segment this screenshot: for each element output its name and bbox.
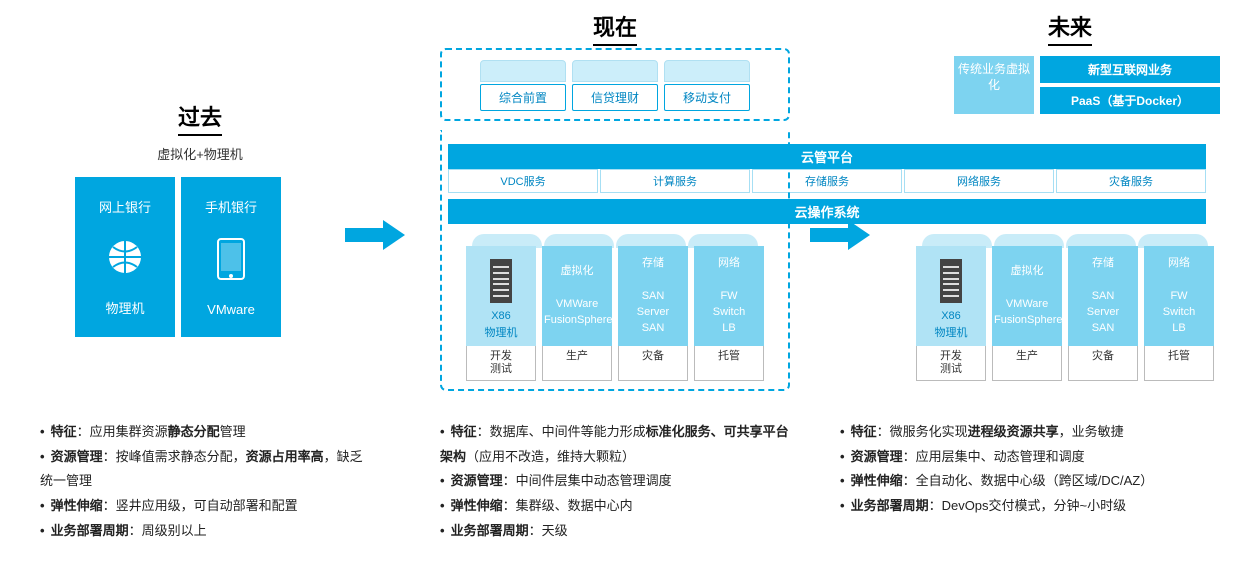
present-foot-row: 开发测试 生产 灾备 托管 — [450, 346, 780, 381]
res-card: 虚拟化 VMWare FusionSphere — [992, 246, 1062, 346]
res-line: SAN — [1070, 321, 1136, 335]
res-line: SAN — [620, 321, 686, 335]
svc: 灾备服务 — [1056, 169, 1206, 193]
server-icon — [490, 259, 512, 303]
top-tab: 移动支付 — [664, 84, 750, 111]
present-column: 现在 — [440, 10, 790, 46]
future-right-stack: 新型互联网业务 PaaS（基于Docker） — [1040, 56, 1220, 114]
tab-head — [664, 60, 750, 82]
phone-icon — [216, 237, 246, 281]
future-foot-row: 开发测试 生产 灾备 托管 — [910, 346, 1220, 381]
res-line: Switch — [696, 305, 762, 319]
top-tab: 综合前置 — [480, 84, 566, 111]
res-head: 虚拟化 — [544, 264, 610, 278]
past-column: 过去 虚拟化+物理机 网上银行 物理机 手机银行 VMware — [75, 100, 325, 337]
res-line: LB — [696, 321, 762, 335]
past-card-online-bank: 网上银行 物理机 — [75, 177, 175, 337]
past-card2-bottom: VMware — [207, 302, 255, 317]
res-card: 存储 SAN Server SAN — [618, 246, 688, 346]
res-foot: 托管 — [1144, 346, 1214, 381]
res-line: SAN — [1070, 289, 1136, 303]
res-foot: 托管 — [694, 346, 764, 381]
past-subtitle: 虚拟化+物理机 — [75, 144, 325, 163]
top-tab: 信贷理财 — [572, 84, 658, 111]
res-head: 网络 — [1146, 256, 1212, 270]
res-foot: 生产 — [992, 346, 1062, 381]
future-top: 传统业务虚拟化 新型互联网业务 PaaS（基于Docker） — [920, 56, 1220, 114]
res-foot: 灾备 — [1068, 346, 1138, 381]
past-card1-bottom: 物理机 — [105, 298, 144, 317]
future-title: 未来 — [1048, 10, 1092, 46]
res-line: FW — [696, 289, 762, 303]
res-line: VMWare — [544, 297, 610, 311]
res-line: X86 — [468, 309, 534, 323]
svc: 网络服务 — [904, 169, 1054, 193]
future-box-internet: 新型互联网业务 — [1040, 56, 1220, 83]
res-line: SAN — [620, 289, 686, 303]
future-res-row: X86 物理机 虚拟化 VMWare FusionSphere 存储 SAN S… — [910, 246, 1220, 346]
present-bullets: 特征：数据库、中间件等能力形成标准化服务、可共享平台架构（应用不改造，维持大颗粒… — [440, 420, 790, 543]
tab-head — [572, 60, 658, 82]
res-line: 物理机 — [918, 326, 984, 340]
past-card1-top: 网上银行 — [99, 197, 151, 216]
present-dashbox-bottom: X86 物理机 虚拟化 VMWare FusionSphere 存储 SAN S… — [440, 130, 790, 391]
res-head: 存储 — [1070, 256, 1136, 270]
future-column: 未来 传统业务虚拟化 新型互联网业务 PaaS（基于Docker） — [920, 10, 1220, 118]
server-icon — [940, 259, 962, 303]
arrow-past-to-present — [345, 220, 405, 250]
res-card: X86 物理机 — [916, 246, 986, 346]
past-card2-top: 手机银行 — [205, 197, 257, 216]
res-card: 网络 FW Switch LB — [694, 246, 764, 346]
globe-icon — [105, 237, 145, 277]
res-line: FusionSphere — [544, 313, 610, 327]
res-line: Server — [620, 305, 686, 319]
res-card: 存储 SAN Server SAN — [1068, 246, 1138, 346]
past-title: 过去 — [178, 100, 222, 136]
present-dashbox: 综合前置 信贷理财 移动支付 — [440, 48, 790, 121]
res-line: Server — [1070, 305, 1136, 319]
present-tab-heads — [450, 60, 780, 82]
future-box-paas: PaaS（基于Docker） — [1040, 87, 1220, 114]
present-res-row: X86 物理机 虚拟化 VMWare FusionSphere 存储 SAN S… — [450, 246, 780, 346]
res-line: VMWare — [994, 297, 1060, 311]
past-cards: 网上银行 物理机 手机银行 VMware — [75, 177, 325, 337]
res-card: 虚拟化 VMWare FusionSphere — [542, 246, 612, 346]
res-line: X86 — [918, 309, 984, 323]
res-head: 网络 — [696, 256, 762, 270]
future-bullets: 特征：微服务化实现进程级资源共享，业务敏捷资源管理：应用层集中、动态管理和调度弹… — [840, 420, 1230, 519]
res-foot: 开发测试 — [466, 346, 536, 381]
res-line: FW — [1146, 289, 1212, 303]
future-res-block: X86 物理机 虚拟化 VMWare FusionSphere 存储 SAN S… — [910, 226, 1220, 381]
tab-head — [480, 60, 566, 82]
res-foot: 灾备 — [618, 346, 688, 381]
res-head: 虚拟化 — [994, 264, 1060, 278]
past-bullets: 特征：应用集群资源静态分配管理资源管理：按峰值需求静态分配，资源占用率高，缺乏统… — [40, 420, 370, 543]
past-card-mobile-bank: 手机银行 VMware — [181, 177, 281, 337]
res-line: FusionSphere — [994, 313, 1060, 327]
res-line: 物理机 — [468, 326, 534, 340]
present-top-tabs: 综合前置 信贷理财 移动支付 — [450, 84, 780, 111]
future-box-traditional: 传统业务虚拟化 — [954, 56, 1034, 114]
res-foot: 生产 — [542, 346, 612, 381]
res-head: 存储 — [620, 256, 686, 270]
res-card: X86 物理机 — [466, 246, 536, 346]
res-card: 网络 FW Switch LB — [1144, 246, 1214, 346]
present-title: 现在 — [593, 10, 637, 46]
res-foot: 开发测试 — [916, 346, 986, 381]
res-line: LB — [1146, 321, 1212, 335]
arrow-present-to-future — [810, 220, 870, 250]
res-line: Switch — [1146, 305, 1212, 319]
